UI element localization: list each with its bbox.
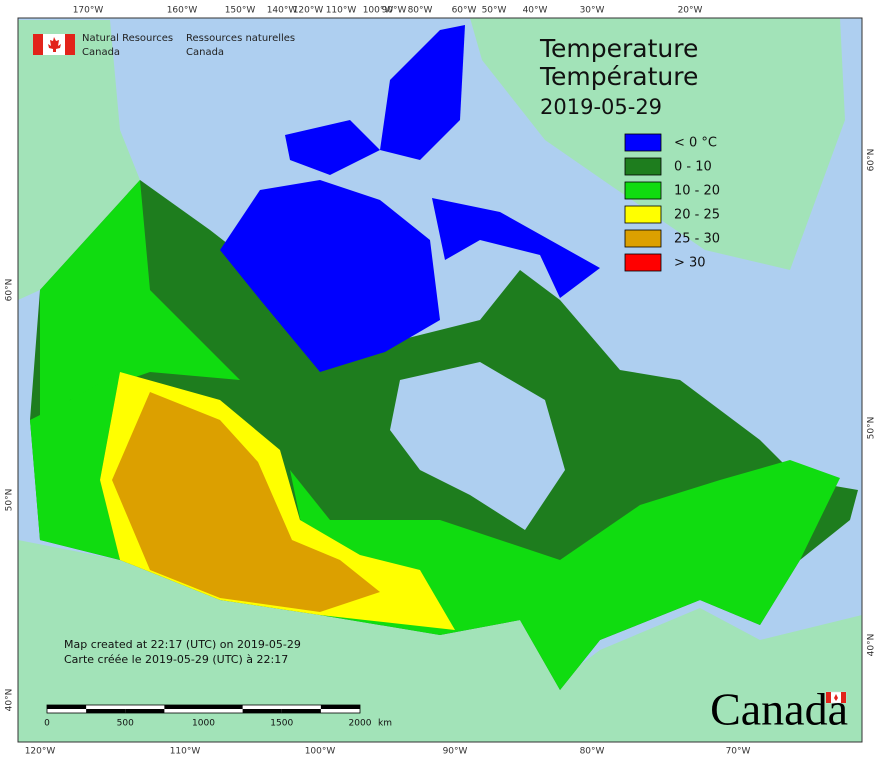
scale-bar-segment xyxy=(320,705,360,709)
region-10-20-south xyxy=(290,460,840,690)
hudson-bay xyxy=(390,362,565,530)
latitude-label: 60°N xyxy=(5,279,15,302)
longitude-label: 110°W xyxy=(326,6,357,16)
scale-bar-segment xyxy=(86,709,126,713)
latitude-label: 50°N xyxy=(5,489,15,512)
scale-tick-label: 1000 xyxy=(192,719,215,729)
legend-swatch xyxy=(624,133,662,152)
scale-bar-segment xyxy=(203,705,243,709)
longitude-label: 50°W xyxy=(482,6,507,16)
legend-label: 25 - 30 xyxy=(674,232,720,247)
latitude-label: 60°N xyxy=(867,149,877,172)
longitude-label: 110°W xyxy=(170,747,201,757)
longitude-label: 150°W xyxy=(225,6,256,16)
scale-tick-label: 500 xyxy=(117,719,134,729)
scale-bar-segment xyxy=(125,709,165,713)
scale-bar-segment xyxy=(242,709,282,713)
latitude-label: 40°N xyxy=(5,689,15,712)
scale-tick-label: 0 xyxy=(44,719,50,729)
longitude-label: 120°W xyxy=(25,747,56,757)
longitude-label: 40°W xyxy=(523,6,548,16)
flag xyxy=(33,34,75,55)
longitude-label: 90°W xyxy=(382,6,407,16)
scale-unit: km xyxy=(378,719,392,729)
agency-fr: Canada xyxy=(186,47,224,58)
agency-en: Canada xyxy=(82,47,120,58)
longitude-label: 100°W xyxy=(363,6,394,16)
longitude-label: 70°W xyxy=(726,747,751,757)
scale-bar-segment xyxy=(47,705,87,709)
legend-swatch xyxy=(624,205,662,224)
scale-bar-segment xyxy=(164,705,204,709)
legend-label: 0 - 10 xyxy=(674,160,712,175)
longitude-label: 120°W xyxy=(293,6,324,16)
date: 2019-05-29 xyxy=(540,95,662,119)
latitude-label: 50°N xyxy=(867,417,877,440)
region-below-0-c xyxy=(432,198,600,298)
longitude-label: 80°W xyxy=(580,747,605,757)
legend-swatch xyxy=(624,181,662,200)
scale-tick-label: 1500 xyxy=(270,719,293,729)
longitude-label: 140°W xyxy=(267,6,298,16)
alaska xyxy=(18,20,140,300)
region-25-30 xyxy=(112,392,380,612)
longitude-label: 100°W xyxy=(305,747,336,757)
wordmark-flag xyxy=(825,691,847,704)
longitude-label: 60°W xyxy=(452,6,477,16)
legend-label: > 30 xyxy=(674,256,706,271)
frame xyxy=(17,17,863,743)
title: Temperature xyxy=(539,34,698,63)
credit: Map created at 22:17 (UTC) on 2019-05-29 xyxy=(64,638,301,651)
region-10-20-sw xyxy=(30,372,120,560)
region-below-0-d xyxy=(285,120,380,175)
legend-swatch xyxy=(624,229,662,248)
credit: Carte créée le 2019-05-29 (UTC) à 22:17 xyxy=(64,653,288,666)
scale-tick-label: 2000 xyxy=(349,719,372,729)
agency-fr: Ressources naturelles xyxy=(186,33,295,44)
legend-label: 20 - 25 xyxy=(674,208,720,223)
usa xyxy=(18,540,862,742)
region-10-20-west xyxy=(40,180,240,440)
region-below-0-b xyxy=(380,25,465,160)
longitude-label: 90°W xyxy=(443,747,468,757)
wordmark: Canada xyxy=(710,684,848,735)
longitude-label: 80°W xyxy=(408,6,433,16)
legend-label: 10 - 20 xyxy=(674,184,720,199)
latitude-label: 40°N xyxy=(867,634,877,657)
agency-en: Natural Resources xyxy=(82,33,173,44)
longitude-label: 20°W xyxy=(678,6,703,16)
longitude-label: 160°W xyxy=(167,6,198,16)
longitude-label: 30°W xyxy=(580,6,605,16)
scale-bar-segment xyxy=(281,709,321,713)
legend-label: < 0 °C xyxy=(674,136,717,151)
region-below-0-a xyxy=(220,180,440,372)
title: Température xyxy=(539,62,698,91)
longitude-label: 170°W xyxy=(73,6,104,16)
legend-swatch xyxy=(624,253,662,272)
legend-swatch xyxy=(624,157,662,176)
